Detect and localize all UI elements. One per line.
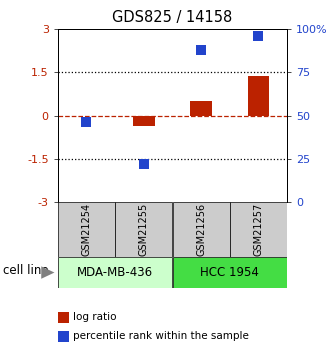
- Point: [141, 161, 147, 167]
- Point: [256, 33, 261, 39]
- Point: [198, 47, 204, 53]
- Text: percentile rank within the sample: percentile rank within the sample: [73, 332, 248, 341]
- Text: cell line: cell line: [3, 264, 49, 277]
- Bar: [230, 202, 287, 257]
- Text: log ratio: log ratio: [73, 313, 116, 322]
- Text: GSM21256: GSM21256: [196, 203, 206, 256]
- Title: GDS825 / 14158: GDS825 / 14158: [112, 10, 233, 26]
- Text: GSM21255: GSM21255: [139, 203, 149, 256]
- Bar: [58, 202, 115, 257]
- Text: HCC 1954: HCC 1954: [200, 266, 259, 279]
- Bar: [58, 257, 172, 288]
- Text: MDA-MB-436: MDA-MB-436: [77, 266, 153, 279]
- Bar: [133, 116, 155, 127]
- Bar: [248, 76, 269, 116]
- Bar: [173, 202, 230, 257]
- Polygon shape: [41, 266, 54, 279]
- Text: GSM21254: GSM21254: [82, 203, 91, 256]
- Text: GSM21257: GSM21257: [253, 203, 263, 256]
- Point: [84, 120, 89, 125]
- Bar: [173, 257, 287, 288]
- Bar: [190, 101, 212, 116]
- Bar: [115, 202, 172, 257]
